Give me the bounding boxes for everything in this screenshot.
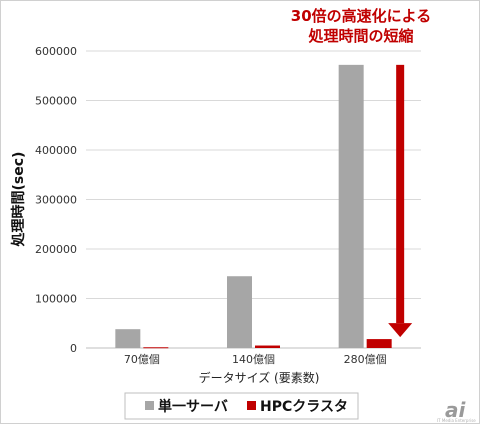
- legend-box: [124, 392, 359, 420]
- y-tick-label: 0: [70, 342, 77, 355]
- y-tick-label: 300000: [35, 194, 77, 207]
- x-axis-ticks: 70億個 140億個 280億個: [124, 353, 387, 366]
- x-axis-title: データサイズ (要素数): [199, 370, 320, 385]
- legend: 単一サーバ HPCクラスタ: [124, 392, 359, 420]
- annotation-line-2: 処理時間の短縮: [307, 27, 413, 45]
- ai-logo-text: ai: [445, 398, 466, 422]
- y-axis-ticks: 0 100000 200000 300000 400000 500000 600000: [35, 45, 77, 355]
- annotation-line-1: 30倍の高速化による: [291, 7, 431, 25]
- bar-single-server: [338, 64, 364, 349]
- x-tick-label: 140億個: [232, 353, 275, 366]
- y-tick-label: 100000: [35, 293, 77, 306]
- y-tick-label: 600000: [35, 45, 77, 58]
- legend-label-single-server: 単一サーバ: [158, 398, 228, 415]
- speedup-arrow: [388, 64, 413, 338]
- legend-swatch-single-server: [145, 401, 154, 410]
- bar-hpc-cluster: [143, 347, 169, 349]
- arrow-head: [388, 323, 413, 338]
- arrow-shaft: [396, 64, 405, 324]
- ai-logo: ai IT Media Enterprise: [437, 398, 476, 423]
- y-tick-label: 500000: [35, 95, 77, 108]
- x-tick-label: 280億個: [344, 353, 387, 366]
- y-tick-label: 400000: [35, 144, 77, 157]
- bar-hpc-cluster: [255, 345, 280, 348]
- gridlines: [86, 50, 421, 349]
- bar-hpc-cluster: [366, 339, 392, 348]
- y-axis-title: 処理時間(sec): [10, 152, 27, 248]
- y-tick-label: 200000: [35, 243, 77, 256]
- x-tick-label: 70億個: [124, 353, 160, 366]
- legend-label-hpc-cluster: HPCクラスタ: [260, 399, 348, 415]
- bars: [115, 64, 392, 349]
- chart: 0 100000 200000 300000 400000 500000 600000 70…: [10, 7, 476, 423]
- bar-single-server: [227, 276, 252, 348]
- bar-single-server: [115, 329, 141, 348]
- ai-logo-subtext: IT Media Enterprise: [437, 418, 476, 423]
- legend-swatch-hpc-cluster: [247, 401, 256, 410]
